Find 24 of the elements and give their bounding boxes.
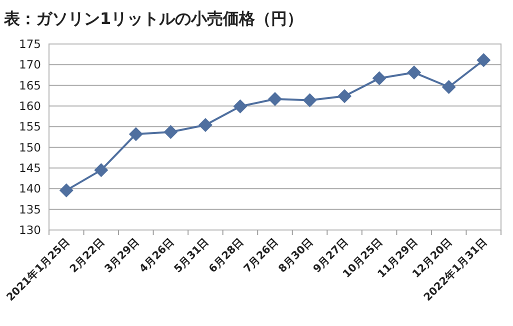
point: [164, 125, 178, 140]
y-tick-label: 160: [19, 99, 41, 113]
y-tick-label: 150: [19, 140, 41, 154]
y-tick-label: 155: [19, 120, 41, 134]
y-tick-label: 140: [19, 182, 41, 196]
y-tick-label: 145: [19, 161, 41, 175]
point: [94, 163, 108, 178]
y-tick-label: 135: [19, 202, 41, 216]
point: [198, 118, 212, 132]
point: [338, 89, 352, 104]
point: [302, 93, 317, 108]
chart-title: 表：ガソリン1リットルの小売価格（円）: [3, 9, 304, 28]
point: [476, 53, 491, 68]
point: [407, 66, 422, 80]
point: [442, 80, 456, 94]
y-tick-label: 170: [19, 58, 41, 72]
point: [268, 92, 282, 106]
point: [233, 99, 248, 114]
y-tick-label: 165: [19, 78, 41, 92]
y-tick-label: 130: [19, 223, 41, 237]
point: [128, 127, 143, 142]
point: [372, 71, 386, 86]
y-tick-label: 175: [19, 37, 41, 51]
point: [59, 183, 74, 198]
